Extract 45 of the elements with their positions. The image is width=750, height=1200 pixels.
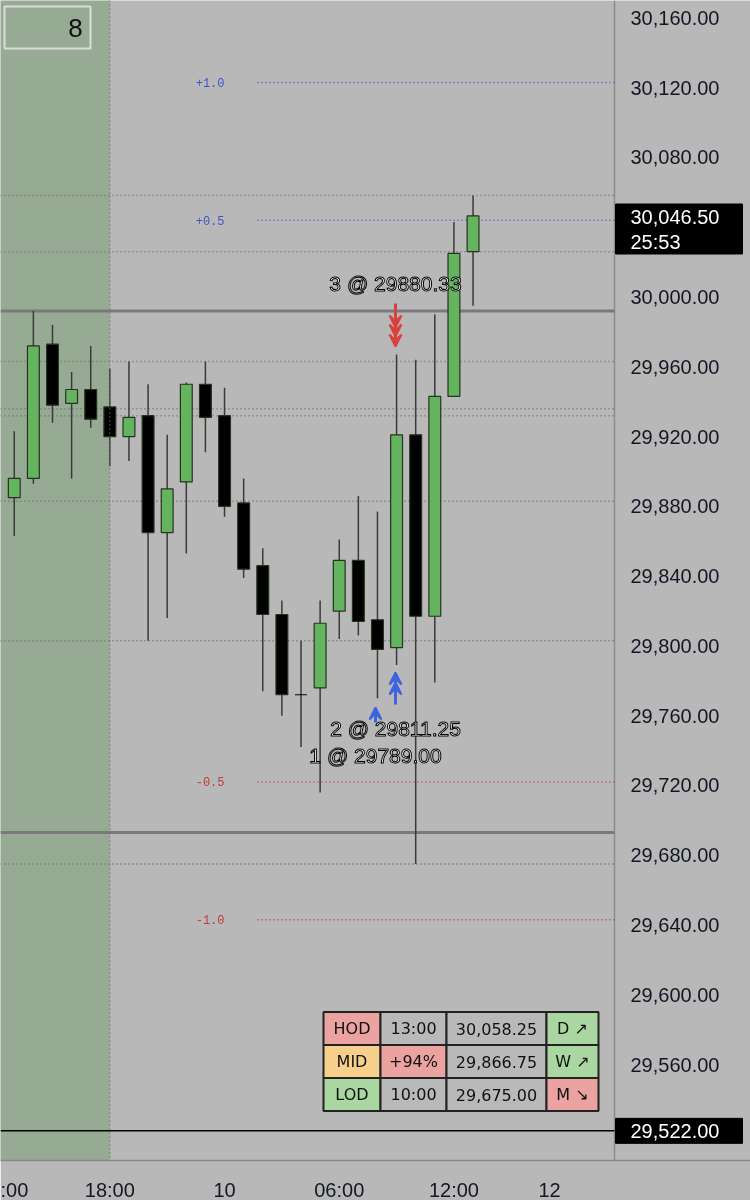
annotation: 8 xyxy=(68,12,83,43)
y-tick-label: 30,080.00 xyxy=(630,146,720,169)
y-tick-label: 29,560.00 xyxy=(630,1053,720,1076)
annotation: -1.0 xyxy=(195,914,225,929)
annotation: MID xyxy=(336,1052,368,1071)
x-tick-label: 12 xyxy=(538,1178,561,1200)
annotation: D ↗ xyxy=(557,1019,588,1038)
annotation: 10:00 xyxy=(390,1085,437,1104)
y-tick-label: 30,160.00 xyxy=(630,6,720,29)
annotation: W ↗ xyxy=(555,1052,590,1071)
x-tick-label: 18:00 xyxy=(84,1178,135,1200)
y-tick-label: 29,600.00 xyxy=(630,983,720,1006)
y-tick-label: 29,960.00 xyxy=(630,355,720,378)
x-tick-label: 10 xyxy=(213,1178,236,1200)
y-tick-label: 30,120.00 xyxy=(630,76,720,99)
y-tick-label: 29,840.00 xyxy=(630,565,720,588)
annotation: HOD xyxy=(333,1019,371,1038)
y-tick-label: 29,920.00 xyxy=(630,425,720,448)
annotation: 30,058.25 xyxy=(455,1019,538,1039)
annotation: +0.5 xyxy=(195,214,225,229)
y-tick-label: 30,000.00 xyxy=(630,286,720,309)
y-tick-label: 29,760.00 xyxy=(630,704,720,727)
candlestick xyxy=(122,360,136,462)
y-tick-label: 29,680.00 xyxy=(630,844,720,867)
candlestick xyxy=(65,371,79,480)
y-tick-label: 29,720.00 xyxy=(630,774,720,797)
annotation: +1.0 xyxy=(195,76,225,91)
candlestick xyxy=(7,430,21,537)
x-tick-label: 12:00 xyxy=(428,1178,479,1200)
text: 30,046.50 xyxy=(630,205,720,228)
y-tick-label: 29,880.00 xyxy=(630,495,720,518)
text: 25:53 xyxy=(630,230,681,253)
ref-line-label: 29,522.00 xyxy=(630,1119,720,1142)
annotation: 13:00 xyxy=(390,1019,437,1038)
y-tick-label: 29,640.00 xyxy=(630,914,720,937)
annotation: 29,675.00 xyxy=(455,1085,538,1105)
y-tick-label: 29,800.00 xyxy=(630,634,720,657)
annotation: -0.5 xyxy=(195,776,225,791)
annotation: 29,866.75 xyxy=(455,1052,538,1072)
candlestick xyxy=(294,639,308,748)
annotation: LOD xyxy=(335,1085,369,1104)
annotation: +94% xyxy=(389,1052,438,1071)
x-tick-label: :00 xyxy=(0,1178,29,1200)
x-tick-label: 06:00 xyxy=(314,1178,365,1200)
annotation: M ↘ xyxy=(556,1085,589,1104)
